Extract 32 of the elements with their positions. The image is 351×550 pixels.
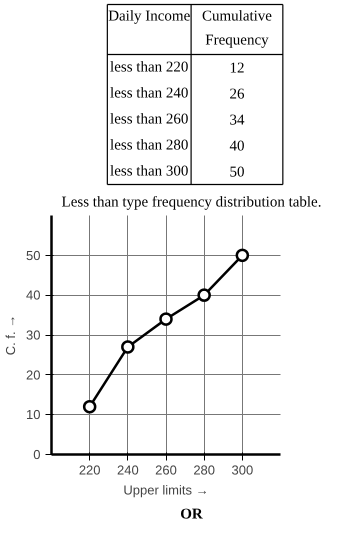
- x-tick-label: 260: [155, 462, 177, 478]
- text: Cumulative Frequency: [202, 8, 272, 48]
- data-label: 34: [229, 112, 245, 128]
- y-tick-label: 10: [26, 407, 41, 422]
- x-tick-label: 300: [231, 462, 254, 478]
- point: [121, 340, 135, 354]
- text: OR: [180, 506, 203, 522]
- text: Daily Income: [108, 8, 191, 24]
- category-label: less than 260: [110, 112, 188, 128]
- x-tick-label: 220: [78, 462, 101, 478]
- data-label: 50: [229, 164, 244, 180]
- point: [197, 288, 211, 302]
- y-axis-title: C. f. →: [3, 314, 18, 356]
- point: [82, 400, 96, 414]
- y-tick-label: 50: [26, 248, 41, 263]
- data-label: 12: [229, 60, 244, 76]
- y-tick-label: 20: [26, 367, 41, 382]
- y-tick-label: 0: [33, 447, 41, 462]
- text: Less than type frequency distribution table.: [62, 194, 322, 210]
- y-tick-label: 30: [26, 328, 41, 342]
- x-tick-label: 280: [193, 462, 216, 478]
- x-axis-title: Upper limits →: [123, 482, 209, 498]
- y-tick-label: 40: [26, 288, 41, 303]
- x-tick-label: 240: [116, 462, 139, 478]
- data-label: 26: [229, 86, 245, 102]
- category-label: less than 240: [110, 86, 188, 102]
- data-label: 40: [229, 138, 244, 154]
- category-label: less than 220: [110, 60, 188, 76]
- point: [159, 312, 173, 326]
- category-label: less than 280: [110, 138, 188, 154]
- category-label: less than 300: [110, 164, 188, 180]
- point: [236, 248, 250, 262]
